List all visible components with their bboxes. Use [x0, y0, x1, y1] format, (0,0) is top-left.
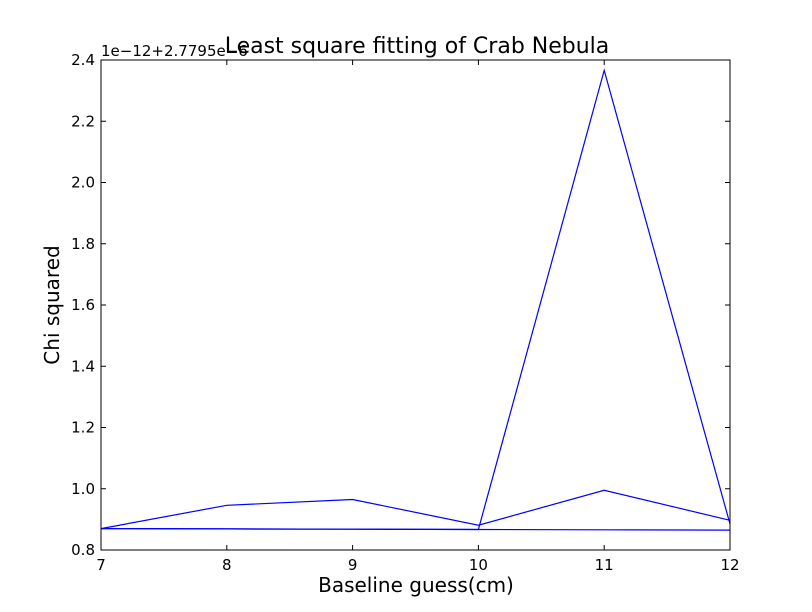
- y-tick-label: 1.0: [71, 480, 95, 498]
- y-tick-label: 2.0: [71, 174, 95, 192]
- x-tick-label: 7: [96, 556, 106, 574]
- series-line-2: [100, 489, 731, 530]
- y-offset-text: 1e−12+2.7795e−6: [101, 42, 248, 60]
- x-tick-label: 9: [348, 556, 358, 574]
- x-tick-label: 10: [469, 556, 488, 574]
- x-axis-ticks: 7 8 9 10 11 12: [96, 60, 740, 574]
- plot-lines: [100, 68, 731, 531]
- x-axis-label: Baseline guess(cm): [318, 573, 514, 597]
- x-tick-label: 8: [222, 556, 232, 574]
- y-tick-label: 1.2: [71, 419, 95, 437]
- y-tick-label: 2.4: [71, 51, 95, 69]
- series-line-3: [100, 68, 731, 531]
- x-tick-label: 11: [595, 556, 614, 574]
- y-tick-label: 1.4: [71, 357, 95, 375]
- y-tick-label: 0.8: [71, 541, 95, 559]
- chart-title: Least square fitting of Crab Nebula: [225, 34, 610, 59]
- y-tick-label: 1.8: [71, 235, 95, 253]
- y-tick-label: 2.2: [71, 112, 95, 130]
- x-tick-label: 12: [720, 556, 739, 574]
- y-tick-label: 1.6: [71, 296, 95, 314]
- y-axis-label: Chi squared: [40, 245, 64, 364]
- y-axis-ticks: 0.8 1.0 1.2 1.4 1.6 1.8 2.0 2.2 2.4: [71, 51, 730, 559]
